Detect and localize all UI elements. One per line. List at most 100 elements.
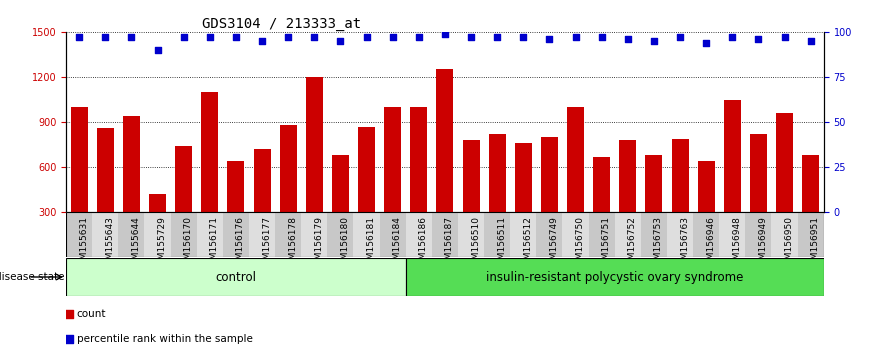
Bar bbox=[118, 212, 144, 257]
Bar bbox=[70, 107, 87, 258]
Bar bbox=[510, 212, 537, 257]
Bar bbox=[432, 212, 458, 257]
Bar bbox=[615, 212, 640, 257]
Text: GSM156187: GSM156187 bbox=[445, 216, 454, 271]
Point bbox=[803, 38, 818, 44]
Text: GSM156184: GSM156184 bbox=[393, 216, 402, 271]
Text: GSM156949: GSM156949 bbox=[759, 216, 767, 271]
Text: GSM156512: GSM156512 bbox=[523, 216, 532, 271]
Text: GSM155729: GSM155729 bbox=[158, 216, 167, 271]
Text: GSM156752: GSM156752 bbox=[628, 216, 637, 271]
Point bbox=[778, 34, 792, 40]
Point bbox=[333, 38, 347, 44]
Bar bbox=[279, 125, 297, 258]
Text: GSM155644: GSM155644 bbox=[131, 216, 140, 271]
Text: GSM156510: GSM156510 bbox=[471, 216, 480, 271]
Point bbox=[124, 34, 138, 40]
Point bbox=[568, 34, 582, 40]
Bar bbox=[122, 116, 140, 258]
Point bbox=[490, 34, 504, 40]
Text: GSM156751: GSM156751 bbox=[602, 216, 611, 271]
Point bbox=[411, 34, 426, 40]
Bar bbox=[406, 258, 824, 296]
Text: GSM155643: GSM155643 bbox=[105, 216, 115, 271]
Bar bbox=[698, 161, 714, 258]
Bar bbox=[384, 107, 401, 258]
Text: GSM156180: GSM156180 bbox=[340, 216, 350, 271]
Bar bbox=[144, 212, 171, 257]
Point bbox=[176, 34, 190, 40]
Bar bbox=[380, 212, 406, 257]
Bar bbox=[458, 212, 484, 257]
Bar bbox=[750, 134, 766, 258]
Bar bbox=[227, 161, 244, 258]
Text: count: count bbox=[77, 308, 107, 319]
Bar bbox=[249, 212, 275, 257]
Text: GSM156749: GSM156749 bbox=[550, 216, 559, 271]
Text: GSM156948: GSM156948 bbox=[732, 216, 741, 271]
Bar bbox=[640, 212, 667, 257]
Text: GSM156181: GSM156181 bbox=[366, 216, 375, 271]
Point bbox=[359, 34, 374, 40]
Bar bbox=[646, 155, 663, 258]
Bar bbox=[772, 212, 797, 257]
Bar bbox=[541, 137, 558, 258]
Text: GSM156763: GSM156763 bbox=[680, 216, 689, 271]
Text: GSM156177: GSM156177 bbox=[262, 216, 271, 271]
Point bbox=[98, 34, 112, 40]
Point bbox=[229, 34, 243, 40]
Text: GSM156750: GSM156750 bbox=[575, 216, 584, 271]
Bar bbox=[406, 212, 432, 257]
Text: GSM156186: GSM156186 bbox=[418, 216, 428, 271]
Bar bbox=[463, 140, 479, 258]
Bar bbox=[797, 212, 824, 257]
Bar bbox=[719, 212, 745, 257]
Point bbox=[673, 34, 687, 40]
Bar bbox=[671, 139, 689, 258]
Bar bbox=[567, 107, 584, 258]
Bar bbox=[149, 194, 166, 258]
Bar bbox=[332, 155, 349, 258]
Text: GSM156176: GSM156176 bbox=[236, 216, 245, 271]
Bar bbox=[196, 212, 223, 257]
Bar bbox=[589, 212, 615, 257]
Bar bbox=[619, 140, 636, 258]
Bar bbox=[275, 212, 301, 257]
Bar bbox=[223, 212, 249, 257]
Bar bbox=[175, 146, 192, 258]
Text: GSM156753: GSM156753 bbox=[654, 216, 663, 271]
Bar bbox=[97, 128, 114, 258]
Text: GSM156178: GSM156178 bbox=[288, 216, 297, 271]
Bar bbox=[562, 212, 589, 257]
Bar bbox=[803, 155, 819, 258]
Point bbox=[62, 336, 76, 342]
Bar bbox=[171, 212, 196, 257]
Bar bbox=[66, 212, 93, 257]
Bar bbox=[201, 92, 218, 258]
Bar bbox=[411, 107, 427, 258]
Text: disease state: disease state bbox=[0, 272, 64, 282]
Bar bbox=[358, 127, 375, 258]
Text: insulin-resistant polycystic ovary syndrome: insulin-resistant polycystic ovary syndr… bbox=[486, 270, 744, 284]
Point bbox=[255, 38, 269, 44]
Bar bbox=[537, 212, 562, 257]
Bar bbox=[436, 69, 454, 258]
Point bbox=[647, 38, 661, 44]
Text: percentile rank within the sample: percentile rank within the sample bbox=[77, 334, 253, 344]
Bar bbox=[66, 258, 406, 296]
Text: GSM156946: GSM156946 bbox=[707, 216, 715, 271]
Point bbox=[621, 36, 635, 42]
Text: GSM156951: GSM156951 bbox=[811, 216, 819, 271]
Point bbox=[203, 34, 217, 40]
Point bbox=[464, 34, 478, 40]
Bar bbox=[745, 212, 772, 257]
Point bbox=[725, 34, 739, 40]
Point bbox=[438, 31, 452, 36]
Point bbox=[543, 36, 557, 42]
Bar bbox=[353, 212, 380, 257]
Bar bbox=[724, 99, 741, 258]
Bar bbox=[515, 143, 532, 258]
Point bbox=[386, 34, 400, 40]
Point bbox=[151, 47, 165, 53]
Point bbox=[700, 40, 714, 46]
